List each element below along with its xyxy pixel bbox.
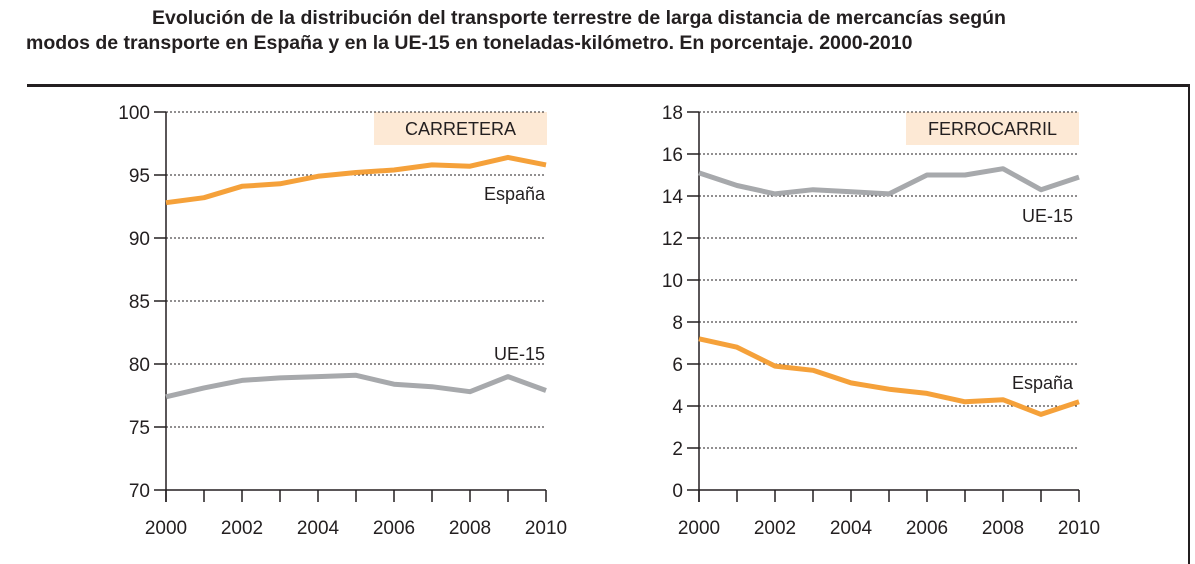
ferrocarril-ue15-label: UE-15 — [1022, 206, 1073, 226]
ferrocarril-y-tick-label: 8 — [672, 313, 683, 334]
carretera-y-tick-label: 85 — [129, 292, 150, 313]
carretera-x-tick-label: 2002 — [221, 518, 263, 539]
carretera-x-tick-label: 2010 — [525, 518, 567, 539]
carretera-y-tick-label: 100 — [118, 103, 150, 124]
ferrocarril-title-label: FERROCARRIL — [928, 119, 1057, 139]
carretera-x-tick-label: 2006 — [373, 518, 415, 539]
ferrocarril-y-tick-label: 6 — [672, 355, 683, 376]
ferrocarril-y-tick-label: 4 — [672, 397, 683, 418]
ferrocarril-y-tick-label: 10 — [662, 271, 683, 292]
ferrocarril-x-tick-label: 2000 — [678, 518, 720, 539]
carretera-y-tick-label: 95 — [129, 166, 150, 187]
carretera-x-tick-label: 2008 — [449, 518, 491, 539]
ferrocarril-ue15-line — [699, 169, 1079, 194]
ferrocarril-y-tick-label: 12 — [662, 229, 683, 250]
ferrocarril-y-tick-label: 0 — [672, 481, 683, 502]
ferrocarril-y-tick-label: 2 — [672, 439, 683, 460]
carretera-y-tick-label: 90 — [129, 229, 150, 250]
ferrocarril-x-tick-label: 2002 — [754, 518, 796, 539]
ferrocarril-x-tick-label: 2010 — [1058, 518, 1100, 539]
carretera-x-tick-label: 2004 — [297, 518, 340, 539]
carretera-title-label: CARRETERA — [405, 119, 516, 139]
carretera-y-tick-label: 80 — [129, 355, 150, 376]
carretera-y-tick-label: 75 — [129, 418, 150, 439]
ferrocarril-y-tick-label: 18 — [662, 103, 683, 124]
carretera-ue15-label: UE-15 — [494, 344, 545, 364]
carretera-espana-label: España — [484, 184, 546, 204]
ferrocarril-y-tick-label: 16 — [662, 145, 683, 166]
ferrocarril-x-tick-label: 2004 — [830, 518, 873, 539]
ferrocarril-x-tick-label: 2006 — [906, 518, 948, 539]
ferrocarril-espana-label: España — [1012, 373, 1074, 393]
carretera-ue15-line — [166, 375, 546, 397]
ferrocarril-y-tick-label: 14 — [662, 187, 684, 208]
carretera-y-tick-label: 70 — [129, 481, 150, 502]
carretera-x-tick-label: 2000 — [145, 518, 187, 539]
ferrocarril-x-tick-label: 2008 — [982, 518, 1024, 539]
